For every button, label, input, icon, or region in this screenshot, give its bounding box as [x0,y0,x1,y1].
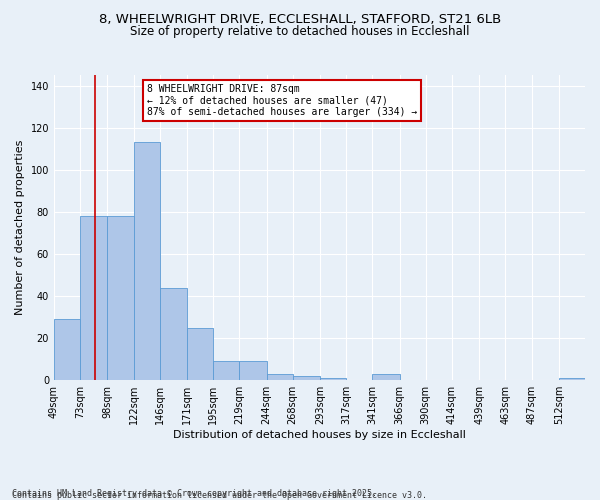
Text: Contains HM Land Registry data © Crown copyright and database right 2025.: Contains HM Land Registry data © Crown c… [12,488,377,498]
Bar [320,378,346,380]
Y-axis label: Number of detached properties: Number of detached properties [15,140,25,316]
Text: 8, WHEELWRIGHT DRIVE, ECCLESHALL, STAFFORD, ST21 6LB: 8, WHEELWRIGHT DRIVE, ECCLESHALL, STAFFO… [99,12,501,26]
Bar [107,216,134,380]
Bar [80,216,107,380]
Bar [134,142,160,380]
Bar [373,374,400,380]
Bar [239,362,266,380]
Text: Size of property relative to detached houses in Eccleshall: Size of property relative to detached ho… [130,25,470,38]
Bar [213,362,239,380]
Text: 8 WHEELWRIGHT DRIVE: 87sqm
← 12% of detached houses are smaller (47)
87% of semi: 8 WHEELWRIGHT DRIVE: 87sqm ← 12% of deta… [147,84,417,117]
Bar [559,378,585,380]
Bar [160,288,187,380]
Bar [187,328,213,380]
Text: Contains public sector information licensed under the Open Government Licence v3: Contains public sector information licen… [12,491,427,500]
Bar [54,319,80,380]
Bar [266,374,293,380]
X-axis label: Distribution of detached houses by size in Eccleshall: Distribution of detached houses by size … [173,430,466,440]
Bar [293,376,320,380]
